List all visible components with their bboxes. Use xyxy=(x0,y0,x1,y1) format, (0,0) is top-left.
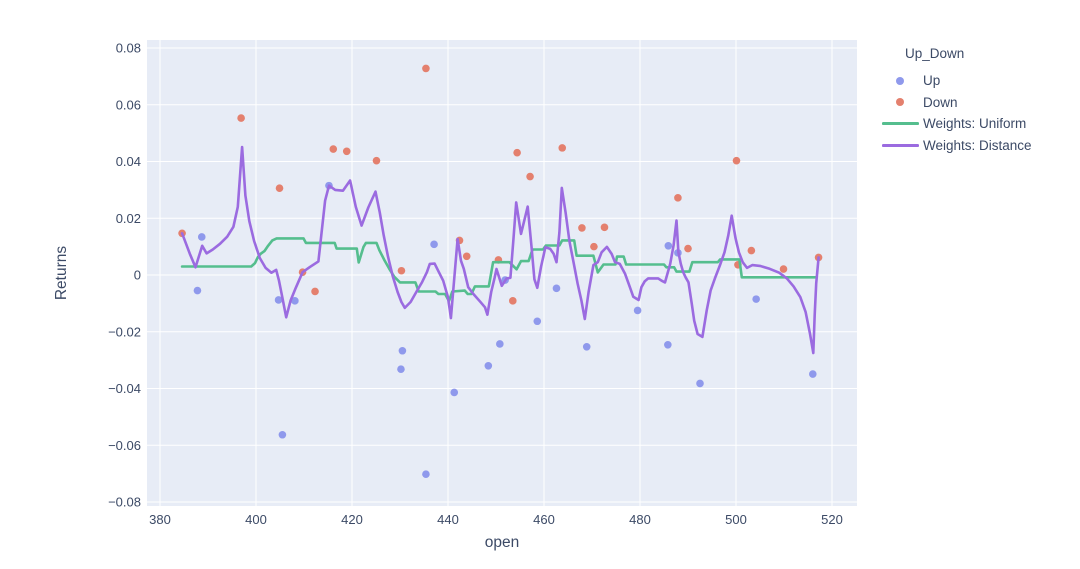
up-point[interactable] xyxy=(197,233,206,241)
up-point[interactable] xyxy=(752,295,760,303)
up-point[interactable] xyxy=(664,341,672,349)
distance-line-icon xyxy=(881,143,919,147)
up-point[interactable] xyxy=(450,388,459,397)
up-point[interactable] xyxy=(278,430,287,439)
x-tick-label: 460 xyxy=(533,512,555,527)
up-point[interactable] xyxy=(274,296,283,304)
legend-label: Down xyxy=(923,94,958,110)
y-tick-label: −0.08 xyxy=(108,495,141,510)
up-point[interactable] xyxy=(496,340,504,348)
up-point[interactable] xyxy=(430,240,438,249)
down-point[interactable] xyxy=(275,184,284,192)
legend-label: Weights: Distance xyxy=(923,137,1032,153)
down-point[interactable] xyxy=(237,114,245,122)
up-point[interactable] xyxy=(696,379,704,388)
y-tick-label: 0.06 xyxy=(116,97,141,112)
down-point[interactable] xyxy=(462,252,471,261)
up-point[interactable] xyxy=(582,342,591,351)
legend-marker-zone xyxy=(880,122,920,126)
down-point[interactable] xyxy=(684,244,692,253)
down-point[interactable] xyxy=(422,64,430,73)
down-point[interactable] xyxy=(372,156,381,165)
legend: Up_Down Up Down Weights: Uniform Weights… xyxy=(880,46,1080,156)
y-axis-title: Returns xyxy=(53,245,70,301)
up-point[interactable] xyxy=(809,370,817,378)
down-point[interactable] xyxy=(578,224,586,232)
up-marker-icon xyxy=(896,76,904,85)
up-point[interactable] xyxy=(484,362,493,370)
up-point[interactable] xyxy=(193,286,202,295)
legend-item-weights-distance[interactable]: Weights: Distance xyxy=(880,135,1080,157)
down-point[interactable] xyxy=(329,145,338,153)
up-point[interactable] xyxy=(552,284,561,293)
plot-background[interactable] xyxy=(147,40,857,506)
legend-marker-zone xyxy=(880,98,920,107)
y-tick-label: −0.06 xyxy=(108,438,141,453)
y-tick-label: 0.04 xyxy=(116,154,141,169)
x-tick-label: 480 xyxy=(629,512,651,527)
up-point[interactable] xyxy=(533,317,542,326)
y-tick-label: −0.04 xyxy=(108,381,141,396)
up-point[interactable] xyxy=(633,306,642,315)
x-tick-label: 500 xyxy=(725,512,747,527)
legend-title: Up_Down xyxy=(905,46,965,61)
down-point[interactable] xyxy=(342,147,351,156)
up-point[interactable] xyxy=(422,470,430,478)
down-point[interactable] xyxy=(590,242,598,251)
up-point[interactable] xyxy=(397,365,405,374)
y-tick-label: −0.02 xyxy=(108,324,141,339)
legend-label: Up xyxy=(923,73,941,89)
down-point[interactable] xyxy=(311,287,319,296)
down-point[interactable] xyxy=(397,266,406,275)
x-tick-label: 440 xyxy=(437,512,459,527)
down-point[interactable] xyxy=(600,223,609,232)
down-point[interactable] xyxy=(674,194,682,202)
legend-item-weights-uniform[interactable]: Weights: Uniform xyxy=(880,113,1080,135)
down-marker-icon xyxy=(896,98,904,107)
weights-distance-line[interactable] xyxy=(180,145,820,355)
down-point[interactable] xyxy=(513,148,521,157)
x-axis-title: open xyxy=(484,534,520,551)
down-point[interactable] xyxy=(747,246,756,255)
x-tick-label: 400 xyxy=(245,512,267,527)
down-point[interactable] xyxy=(526,172,534,181)
up-point[interactable] xyxy=(664,241,673,250)
down-point[interactable] xyxy=(558,144,567,152)
up-point[interactable] xyxy=(398,346,407,355)
down-point[interactable] xyxy=(509,297,517,305)
up-point[interactable] xyxy=(291,297,299,305)
legend-label: Weights: Uniform xyxy=(923,116,1027,132)
y-tick-label: 0.02 xyxy=(116,211,141,226)
legend-item-up[interactable]: Up xyxy=(880,70,1080,92)
legend-marker-zone xyxy=(880,76,920,85)
x-tick-label: 380 xyxy=(149,512,171,527)
x-tick-label: 420 xyxy=(341,512,363,527)
legend-marker-zone xyxy=(880,143,920,147)
y-tick-label: 0 xyxy=(134,268,141,283)
uniform-line-icon xyxy=(881,122,919,126)
x-tick-label: 520 xyxy=(821,512,843,527)
y-tick-label: 0.08 xyxy=(116,41,141,56)
legend-item-down[interactable]: Down xyxy=(880,92,1080,114)
weights-uniform-line[interactable] xyxy=(180,237,818,303)
down-point[interactable] xyxy=(779,265,788,273)
down-point[interactable] xyxy=(732,156,741,165)
